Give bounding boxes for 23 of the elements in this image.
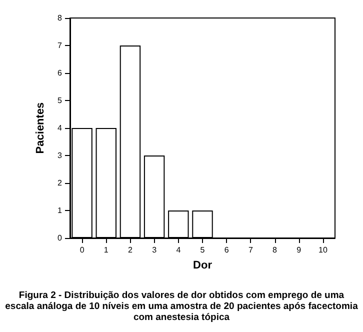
x-tick-label: 4 — [176, 246, 182, 254]
x-tick-label: 8 — [272, 246, 278, 254]
x-tick-label: 6 — [224, 246, 230, 254]
text: Figura 2 - Distribuição dos valores de dor obtidos com emprego de uma escala análoga de 10 níveis em uma amostra de 20 pacientes após facectomia com anestesia tópica — [4, 290, 359, 323]
x-tick-label: 1 — [104, 246, 109, 254]
x-tick-label: 0 — [80, 246, 85, 254]
y-tick-label: 5 — [58, 96, 63, 105]
x-tick-label: 2 — [128, 246, 133, 254]
x-tick-label: 9 — [296, 246, 302, 254]
x-tick-label: 3 — [152, 246, 158, 254]
y-tick-label: 0 — [58, 234, 63, 242]
y-tick-label: 8 — [58, 14, 63, 22]
y-tick-label: 3 — [58, 151, 63, 160]
y-tick-label: 7 — [58, 41, 63, 50]
y-tick-label: 1 — [58, 206, 63, 215]
x-tick-label: 5 — [200, 246, 206, 254]
x-tick-label: 10 — [318, 246, 328, 254]
y-tick-label: 4 — [58, 124, 63, 132]
x-tick-label: 7 — [248, 246, 254, 254]
y-axis-title: Pacientes — [34, 102, 46, 154]
x-axis-title: Dor — [193, 260, 213, 272]
y-tick-label: 2 — [58, 178, 63, 188]
y-tick-label: 6 — [58, 68, 63, 78]
